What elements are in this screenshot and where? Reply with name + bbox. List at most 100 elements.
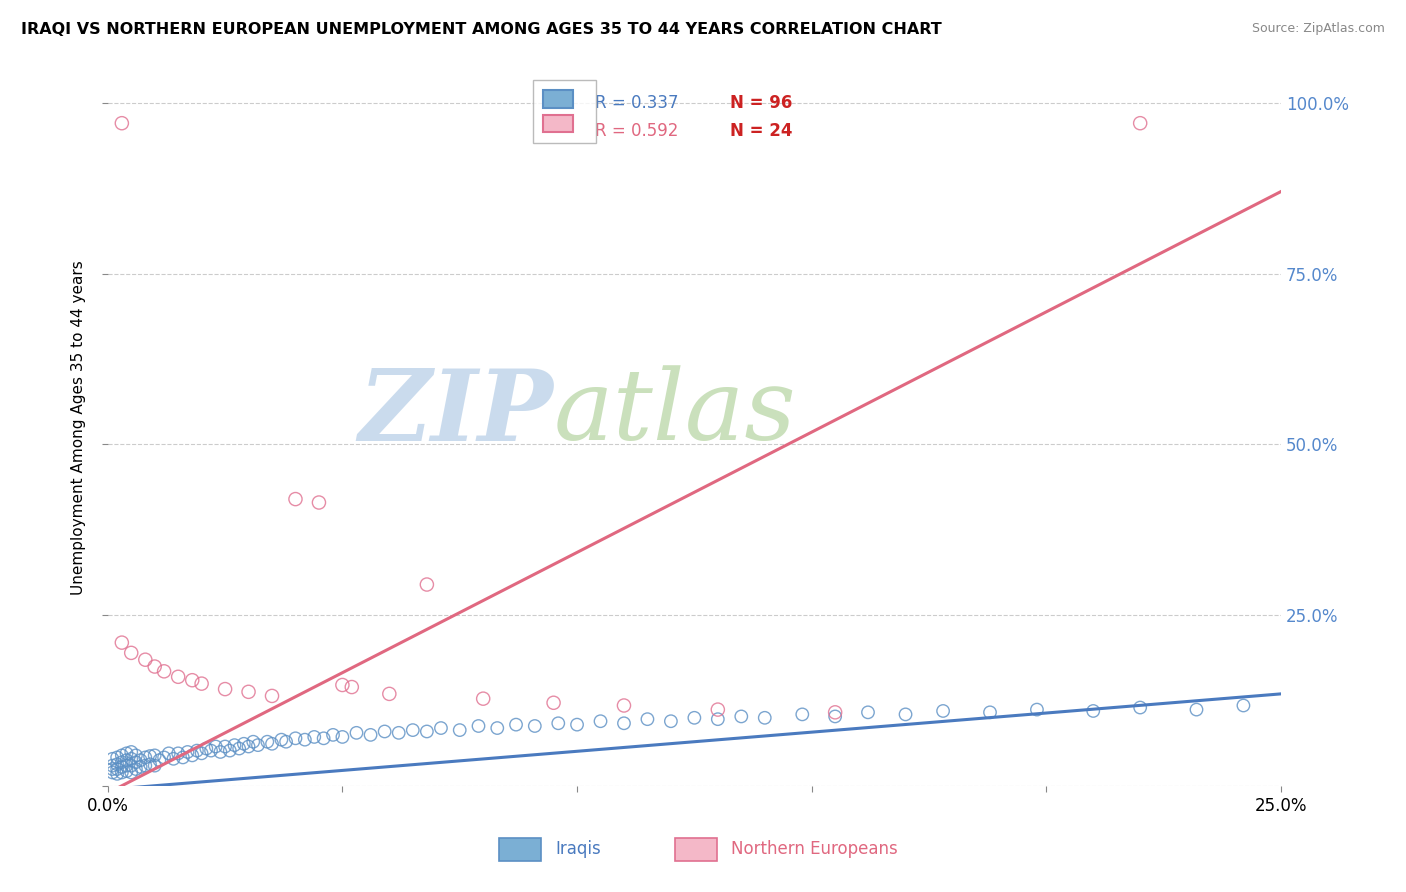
Point: [754, 711, 776, 725]
Text: N = 96: N = 96: [730, 94, 792, 112]
Point: [105, 757, 128, 772]
Point: [260, 737, 283, 751]
Text: atlas: atlas: [554, 366, 796, 460]
Point: [176, 745, 198, 759]
Point: [256, 735, 278, 749]
Point: [346, 726, 368, 740]
Point: [284, 492, 307, 507]
Point: [111, 756, 134, 770]
Point: [472, 691, 495, 706]
Point: [125, 748, 148, 763]
Point: [143, 748, 166, 763]
Point: [167, 747, 190, 761]
Point: [304, 730, 326, 744]
Point: [565, 717, 588, 731]
Point: [111, 116, 134, 130]
Point: [101, 762, 124, 776]
Point: [101, 765, 124, 780]
Point: [111, 748, 134, 763]
Point: [120, 758, 142, 772]
Point: [139, 757, 162, 772]
Point: [111, 635, 134, 649]
Point: [134, 653, 156, 667]
Point: [167, 670, 190, 684]
Point: [636, 712, 658, 726]
Point: [388, 726, 411, 740]
Point: [148, 753, 170, 767]
Point: [125, 762, 148, 776]
Point: [270, 732, 292, 747]
Point: [129, 760, 152, 774]
Y-axis label: Unemployment Among Ages 35 to 44 years: Unemployment Among Ages 35 to 44 years: [72, 260, 86, 595]
Point: [430, 721, 453, 735]
Point: [246, 738, 269, 752]
Point: [730, 709, 752, 723]
Point: [224, 738, 246, 752]
Point: [204, 739, 226, 754]
Point: [214, 682, 236, 697]
Point: [284, 731, 307, 746]
Point: [894, 707, 917, 722]
Text: N = 24: N = 24: [730, 122, 792, 140]
Text: R = 0.592: R = 0.592: [595, 122, 678, 140]
Point: [181, 673, 204, 688]
Point: [129, 753, 152, 767]
Point: [186, 743, 208, 757]
Point: [467, 719, 489, 733]
Point: [322, 728, 344, 742]
Point: [1185, 703, 1208, 717]
Point: [153, 665, 176, 679]
Text: Iraqis: Iraqis: [555, 840, 602, 858]
Point: [505, 717, 527, 731]
Point: [707, 703, 730, 717]
Point: [214, 739, 236, 754]
Point: [105, 750, 128, 764]
Point: [416, 724, 439, 739]
Point: [238, 739, 260, 754]
Point: [332, 730, 354, 744]
Point: [115, 747, 138, 761]
Text: Northern Europeans: Northern Europeans: [731, 840, 898, 858]
Point: [172, 750, 194, 764]
Point: [707, 712, 730, 726]
Point: [308, 495, 330, 509]
Point: [115, 758, 138, 772]
Point: [105, 767, 128, 781]
Point: [101, 752, 124, 766]
Point: [1129, 116, 1152, 130]
Point: [238, 685, 260, 699]
Legend: , : ,: [533, 80, 596, 144]
Point: [402, 723, 425, 737]
Point: [312, 731, 335, 746]
Point: [547, 716, 569, 731]
Point: [1232, 698, 1254, 713]
Point: [360, 728, 382, 742]
Point: [378, 687, 401, 701]
Point: [120, 765, 142, 780]
Point: [125, 756, 148, 770]
Point: [340, 680, 363, 694]
Text: IRAQI VS NORTHERN EUROPEAN UNEMPLOYMENT AMONG AGES 35 TO 44 YEARS CORRELATION CH: IRAQI VS NORTHERN EUROPEAN UNEMPLOYMENT …: [21, 22, 942, 37]
Point: [195, 741, 218, 756]
Point: [416, 577, 439, 591]
Point: [115, 753, 138, 767]
Point: [374, 724, 396, 739]
Point: [134, 758, 156, 772]
Point: [294, 732, 316, 747]
Point: [120, 752, 142, 766]
Point: [979, 706, 1001, 720]
Point: [190, 676, 212, 690]
Point: [589, 714, 612, 729]
Point: [181, 748, 204, 763]
Point: [120, 745, 142, 759]
Point: [332, 678, 354, 692]
Point: [1026, 703, 1049, 717]
Text: R = 0.337: R = 0.337: [595, 94, 678, 112]
Point: [143, 659, 166, 673]
Point: [105, 762, 128, 776]
Point: [111, 760, 134, 774]
Point: [200, 743, 222, 757]
Point: [134, 750, 156, 764]
Point: [523, 719, 546, 733]
Text: ZIP: ZIP: [359, 365, 554, 461]
